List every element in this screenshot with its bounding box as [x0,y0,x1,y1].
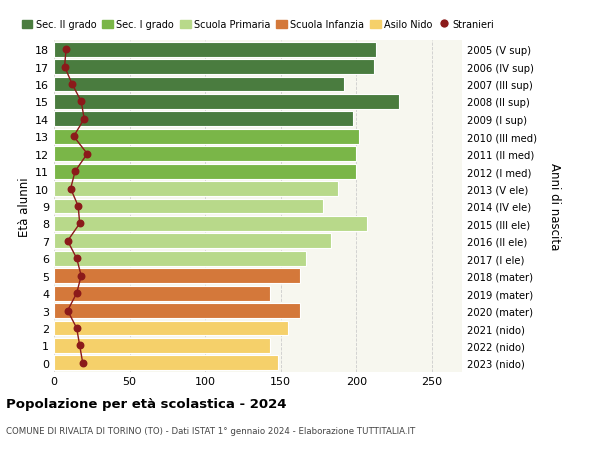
Bar [54,356,278,370]
Point [79,116,89,123]
Bar [54,147,356,162]
Bar [54,217,367,231]
Bar [54,252,307,266]
Bar [54,182,338,196]
Y-axis label: Età alunni: Età alunni [18,177,31,236]
Point [82,151,92,158]
Point [72,325,82,332]
Text: COMUNE DI RIVALTA DI TORINO (TO) - Dati ISTAT 1° gennaio 2024 - Elaborazione TUT: COMUNE DI RIVALTA DI TORINO (TO) - Dati … [6,426,415,435]
Bar [54,129,359,145]
Point [78,359,88,367]
Bar [54,199,323,214]
Point [69,133,79,140]
Bar [54,234,331,249]
Point [63,307,73,314]
Point [75,220,85,228]
Bar [54,95,398,110]
Bar [54,321,288,336]
Point [72,255,82,263]
Bar [54,269,301,284]
Point [63,238,73,245]
Point [76,99,86,106]
Point [66,185,76,193]
Bar [54,286,270,301]
Bar [54,78,344,92]
Bar [54,112,353,127]
Bar [54,43,376,57]
Point [75,342,85,349]
Bar [54,338,270,353]
Bar [54,303,301,318]
Point [72,290,82,297]
Point [76,273,86,280]
Point [70,168,80,175]
Point [61,46,71,54]
Point [67,81,77,89]
Y-axis label: Anni di nascita: Anni di nascita [548,163,561,250]
Text: Popolazione per età scolastica - 2024: Popolazione per età scolastica - 2024 [6,397,287,410]
Bar [54,60,374,75]
Point [60,64,70,71]
Point [73,203,83,210]
Legend: Sec. II grado, Sec. I grado, Scuola Primaria, Scuola Infanzia, Asilo Nido, Stran: Sec. II grado, Sec. I grado, Scuola Prim… [22,20,494,30]
Bar [54,164,356,179]
